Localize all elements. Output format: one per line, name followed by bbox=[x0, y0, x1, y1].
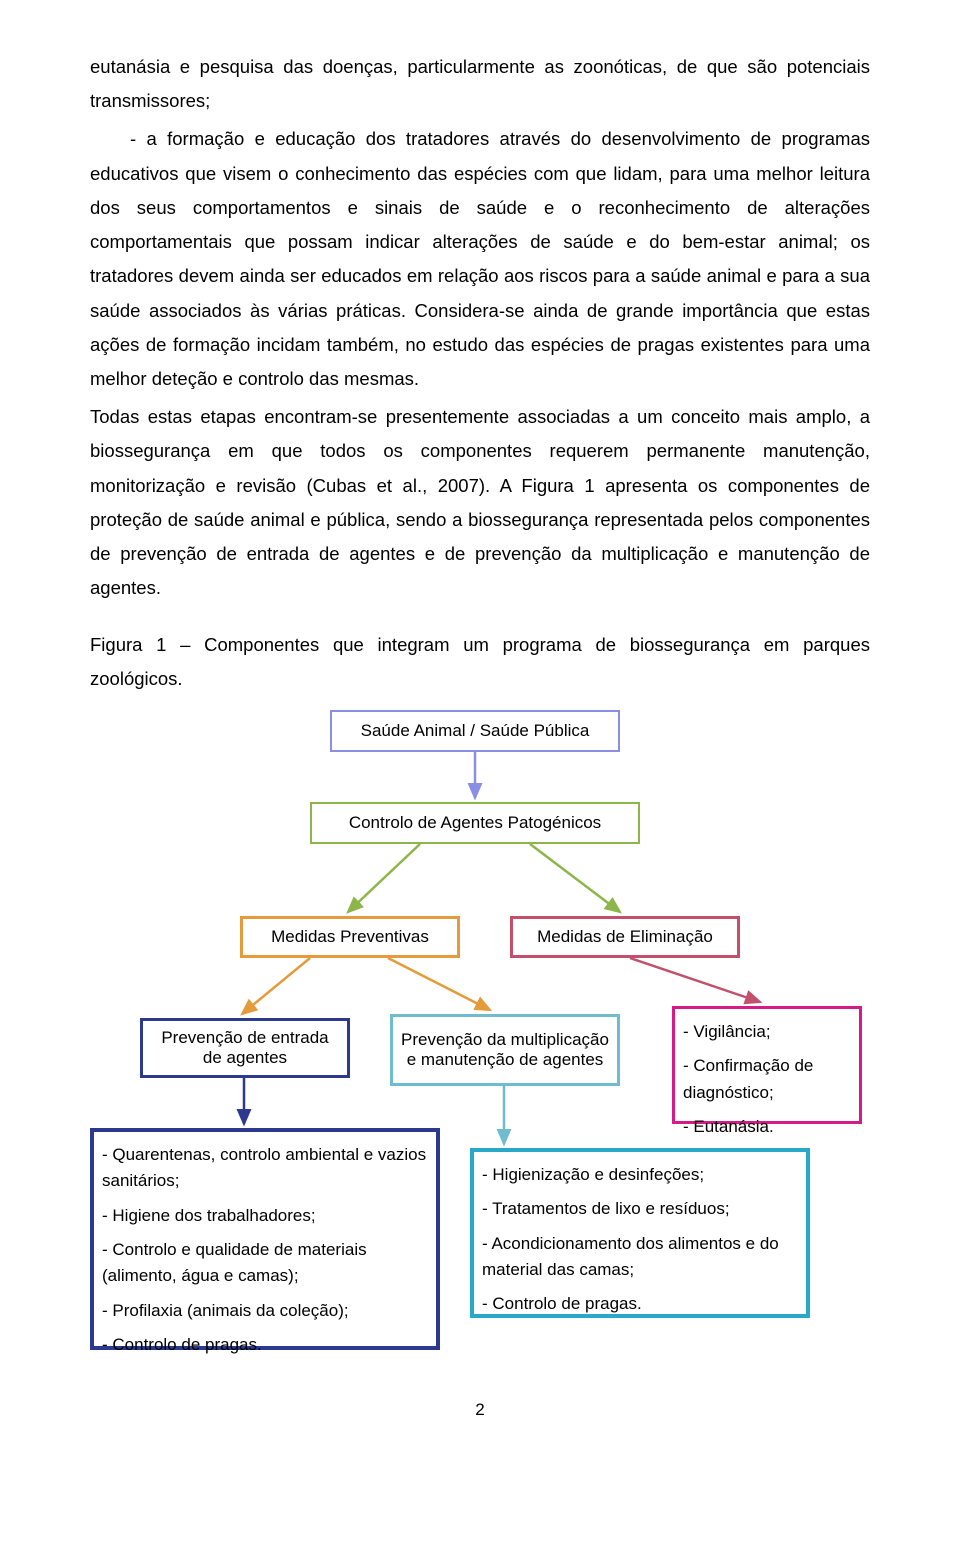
node-line: - Controlo de pragas. bbox=[482, 1291, 642, 1317]
biosecurity-diagram: Saúde Animal / Saúde Pública Controlo de… bbox=[90, 710, 870, 1390]
node-line: - Controlo e qualidade de materiais (ali… bbox=[102, 1237, 428, 1290]
node-medidas-eliminacao: Medidas de Eliminação bbox=[510, 916, 740, 958]
node-line: - Tratamentos de lixo e resíduos; bbox=[482, 1196, 730, 1222]
node-saude-animal: Saúde Animal / Saúde Pública bbox=[330, 710, 620, 752]
paragraph-1: eutanásia e pesquisa das doenças, partic… bbox=[90, 50, 870, 118]
node-line: - Profilaxia (animais da coleção); bbox=[102, 1298, 349, 1324]
node-line: - Controlo de pragas. bbox=[102, 1332, 262, 1358]
node-line: - Vigilância; bbox=[683, 1019, 771, 1045]
page-number: 2 bbox=[90, 1400, 870, 1420]
node-prevencao-entrada: Prevenção de entrada de agentes bbox=[140, 1018, 350, 1078]
node-label: Medidas Preventivas bbox=[271, 927, 429, 947]
node-vigilancia: - Vigilância; - Confirmação de diagnóstic… bbox=[672, 1006, 862, 1124]
node-higienizacao: - Higienização e desinfeções; - Tratament… bbox=[470, 1148, 810, 1318]
node-medidas-preventivas: Medidas Preventivas bbox=[240, 916, 460, 958]
paragraph-2: - a formação e educação dos tratadores a… bbox=[90, 122, 870, 396]
node-line: - Eutanásia. bbox=[683, 1114, 774, 1140]
node-quarentenas: - Quarentenas, controlo ambiental e vazi… bbox=[90, 1128, 440, 1350]
paragraph-3: Todas estas etapas encontram-se presente… bbox=[90, 400, 870, 605]
node-label: Medidas de Eliminação bbox=[537, 927, 713, 947]
node-controlo-agentes: Controlo de Agentes Patogénicos bbox=[310, 802, 640, 844]
node-line: - Higienização e desinfeções; bbox=[482, 1162, 704, 1188]
node-label: Controlo de Agentes Patogénicos bbox=[349, 813, 601, 833]
figure-caption: Figura 1 – Componentes que integram um p… bbox=[90, 628, 870, 696]
node-label: Saúde Animal / Saúde Pública bbox=[361, 721, 590, 741]
node-line: - Quarentenas, controlo ambiental e vazi… bbox=[102, 1142, 428, 1195]
node-prevencao-multiplicacao: Prevenção da multiplicação e manutenção … bbox=[390, 1014, 620, 1086]
node-line: - Higiene dos trabalhadores; bbox=[102, 1203, 316, 1229]
node-line: - Confirmação de diagnóstico; bbox=[683, 1053, 851, 1106]
node-line: - Acondicionamento dos alimentos e do ma… bbox=[482, 1231, 798, 1284]
node-label: Prevenção de entrada de agentes bbox=[151, 1028, 339, 1068]
node-label: Prevenção da multiplicação e manutenção … bbox=[401, 1030, 609, 1070]
